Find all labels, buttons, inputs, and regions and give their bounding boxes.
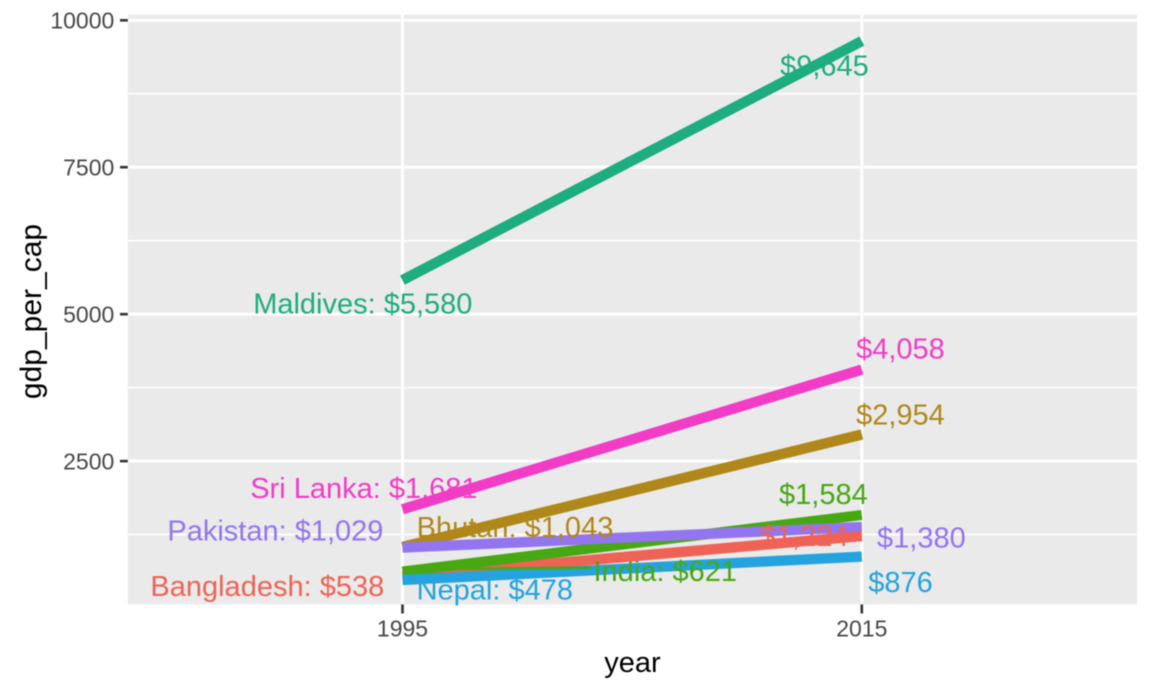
svg-text:Maldives: $5,580: Maldives: $5,580 bbox=[253, 289, 472, 321]
svg-text:Pakistan: $1,029: Pakistan: $1,029 bbox=[167, 516, 383, 548]
svg-text:year: year bbox=[604, 647, 661, 679]
svg-text:$1,380: $1,380 bbox=[877, 522, 966, 554]
svg-text:$4,058: $4,058 bbox=[856, 334, 945, 366]
svg-text:Nepal: $478: Nepal: $478 bbox=[417, 574, 573, 606]
svg-text:10000: 10000 bbox=[50, 8, 114, 34]
svg-text:$1,584: $1,584 bbox=[779, 479, 868, 511]
svg-text:5000: 5000 bbox=[63, 301, 114, 327]
svg-text:2500: 2500 bbox=[63, 448, 114, 474]
svg-text:1995: 1995 bbox=[377, 616, 428, 642]
svg-text:gdp_per_cap: gdp_per_cap bbox=[15, 224, 48, 399]
svg-text:2015: 2015 bbox=[836, 616, 887, 642]
svg-text:7500: 7500 bbox=[63, 154, 114, 180]
svg-text:$2,954: $2,954 bbox=[856, 400, 945, 432]
svg-text:$876: $876 bbox=[868, 567, 933, 599]
svg-text:Bangladesh: $538: Bangladesh: $538 bbox=[150, 571, 384, 603]
